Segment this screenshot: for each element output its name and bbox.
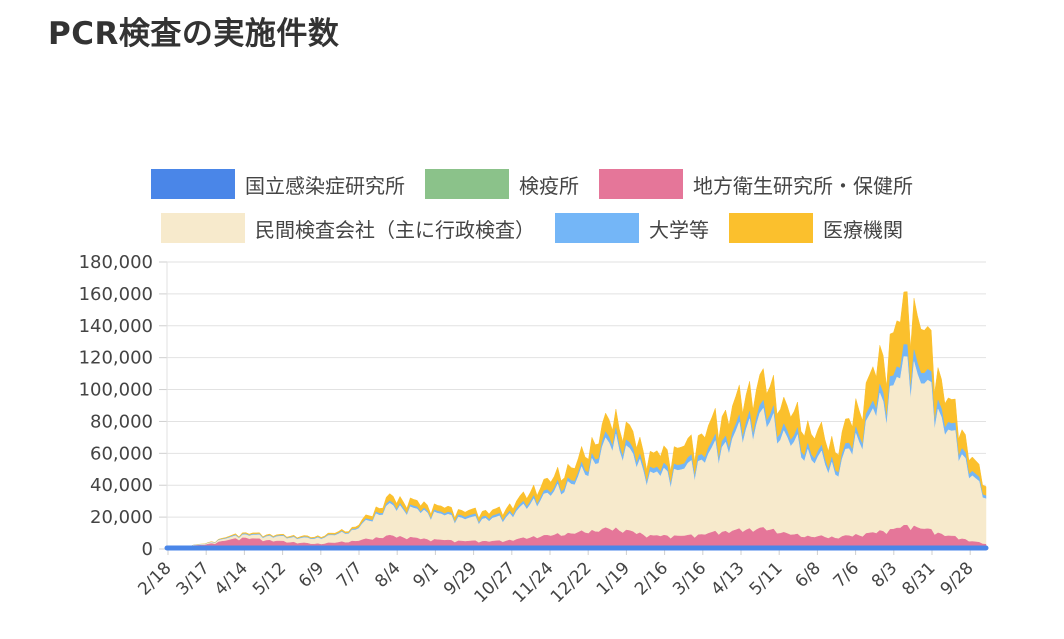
legend-item-universities[interactable]: 大学等 xyxy=(555,213,709,243)
x-tick-label: 2/16 xyxy=(631,558,672,599)
legend-item-medical-institutions[interactable]: 医療機関 xyxy=(729,213,903,243)
legend-item-private-labs[interactable]: 民間検査会社（主に行政検査） xyxy=(161,213,535,243)
legend-item-niid[interactable]: 国立感染症研究所 xyxy=(151,169,405,199)
legend-label: 地方衛生研究所・保健所 xyxy=(693,173,913,198)
legend-swatch xyxy=(151,169,235,199)
y-tick-label: 40,000 xyxy=(90,475,153,496)
x-tick-label: 8/31 xyxy=(898,558,939,599)
y-axis-ticks: 0 20,000 40,000 60,000 80,000 100,000 120,000 1… xyxy=(79,252,153,560)
legend-swatch xyxy=(425,169,509,199)
legend-swatch xyxy=(161,213,245,243)
page-title: PCR検査の実施件数 xyxy=(48,16,340,52)
legend-swatch xyxy=(555,213,639,243)
legend-label: 医療機関 xyxy=(823,217,903,242)
x-tick-label: 3/16 xyxy=(669,558,710,599)
x-tick-label: 1/19 xyxy=(593,558,634,599)
x-tick-label: 6/8 xyxy=(791,558,824,591)
y-tick-label: 180,000 xyxy=(79,252,153,273)
legend-row: 国立感染症研究所 検疫所 地方衛生研究所・保健所 xyxy=(0,169,1064,199)
x-tick-label: 5/11 xyxy=(746,558,787,599)
x-tick-label: 8/4 xyxy=(371,558,404,591)
legend-row: 民間検査会社（主に行政検査） 大学等 医療機関 xyxy=(0,213,1064,243)
x-tick-label: 5/12 xyxy=(249,558,290,599)
x-tick-label: 2/18 xyxy=(134,558,175,599)
legend-item-quarantine[interactable]: 検疫所 xyxy=(425,169,579,199)
y-tick-label: 160,000 xyxy=(79,284,153,305)
x-tick-label: 12/22 xyxy=(547,558,596,607)
area-private-labs xyxy=(166,356,987,549)
x-axis-ticks: 2/183/174/145/12 6/9 7/7 8/4 9/19/2910/2711/… xyxy=(134,558,977,607)
x-tick-label: 4/13 xyxy=(707,558,748,599)
x-tick-label: 9/28 xyxy=(937,558,978,599)
legend-swatch xyxy=(599,169,683,199)
legend-swatch xyxy=(729,213,813,243)
y-tick-label: 60,000 xyxy=(90,443,153,464)
legend-label: 民間検査会社（主に行政検査） xyxy=(255,217,535,242)
y-tick-label: 20,000 xyxy=(90,507,153,528)
y-tick-label: 140,000 xyxy=(79,316,153,337)
y-tick-label: 0 xyxy=(142,539,153,560)
y-tick-label: 120,000 xyxy=(79,348,153,369)
y-tick-label: 80,000 xyxy=(90,411,153,432)
x-tick-label: 9/1 xyxy=(409,558,442,591)
legend-label: 大学等 xyxy=(649,217,709,242)
y-tick-label: 100,000 xyxy=(79,380,153,401)
stacked-areas xyxy=(164,291,989,551)
x-tick-label: 4/14 xyxy=(211,558,252,599)
x-tick-label: 7/7 xyxy=(333,558,366,591)
x-tick-label: 11/24 xyxy=(509,558,558,607)
legend-label: 国立感染症研究所 xyxy=(245,173,405,198)
legend-label: 検疫所 xyxy=(519,173,579,198)
x-tick-label: 6/9 xyxy=(295,558,328,591)
x-tick-label: 8/3 xyxy=(868,558,901,591)
x-tick-label: 3/17 xyxy=(173,558,214,599)
legend-item-local-institutes[interactable]: 地方衛生研究所・保健所 xyxy=(599,169,913,199)
x-tick-label: 7/6 xyxy=(830,558,863,591)
x-tick-label: 10/27 xyxy=(471,558,520,607)
